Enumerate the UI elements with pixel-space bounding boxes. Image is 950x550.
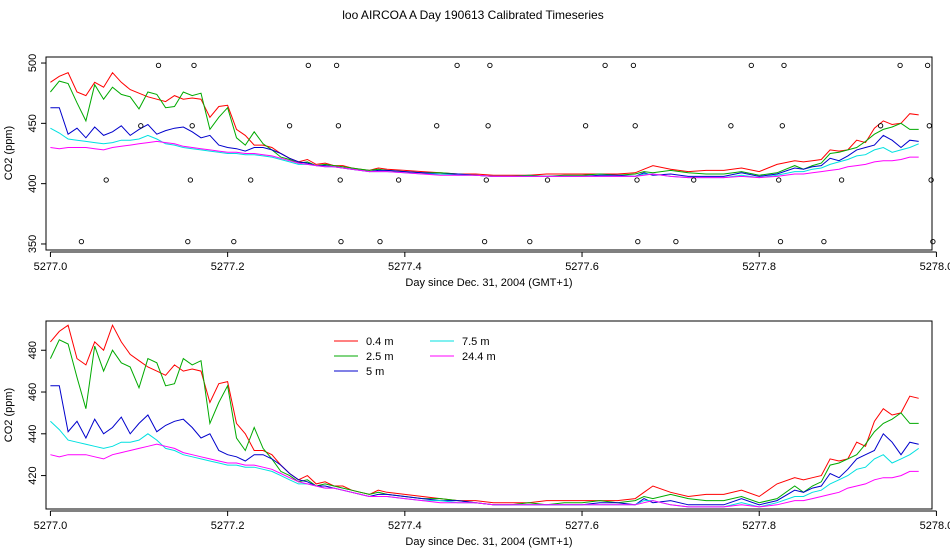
top-data-point (776, 177, 782, 183)
top-series-line-1 (50, 71, 919, 176)
bottom-series-group (49, 323, 919, 508)
bottom-x-tick-label: 5278.0 (920, 520, 950, 532)
bottom-x-tick-label: 5277.0 (34, 520, 68, 532)
top-data-point (78, 238, 85, 245)
top-series-group (50, 71, 919, 179)
top-data-point (483, 177, 489, 183)
bottom-x-axis-label: Day since Dec. 31, 2004 (GMT+1) (405, 536, 572, 548)
bottom-y-axis: 420 440 460 480 (27, 341, 46, 485)
legend: 0.4 m 2.5 m 5 m 7.5 m 24.4 m (334, 336, 496, 378)
bottom-x-tick-label: 5277.4 (388, 520, 422, 532)
top-data-point (231, 238, 237, 245)
top-data-point (602, 62, 608, 69)
bottom-y-axis-label: CO2 (ppm) (3, 388, 15, 442)
top-points-group (78, 62, 936, 245)
top-data-point (779, 123, 785, 129)
bottom-y-tick-label: 460 (27, 383, 39, 401)
top-plot-frame (45, 56, 933, 251)
bottom-y-tick-label: 480 (27, 341, 39, 359)
top-y-axis: 350 400 450 500 (27, 54, 46, 253)
top-data-point (185, 238, 191, 245)
top-x-tick-label: 5277.2 (211, 261, 245, 273)
top-series-line-5 (50, 140, 919, 179)
bottom-series-line-3 (50, 385, 919, 506)
top-data-point (337, 177, 343, 183)
figure-title: loo AIRCOA A Day 190613 Calibrated Times… (342, 8, 603, 22)
top-data-point (673, 238, 679, 245)
top-data-point (338, 238, 344, 245)
top-x-tick-label: 5277.8 (742, 261, 776, 273)
top-data-point (748, 62, 754, 69)
top-data-point (527, 238, 533, 245)
top-y-tick-label: 450 (27, 114, 39, 132)
top-data-point (897, 62, 903, 69)
top-x-tick-label: 5277.4 (388, 261, 422, 273)
top-data-point (924, 62, 931, 69)
top-data-point (485, 123, 491, 129)
top-data-point (286, 123, 293, 129)
legend-label: 7.5 m (462, 336, 490, 348)
top-x-axis: 5277.0 5277.2 5277.4 5277.6 5277.8 5278.0 (34, 251, 950, 273)
top-data-point (454, 62, 460, 69)
top-data-point (138, 123, 144, 129)
top-data-point (926, 123, 932, 129)
legend-label: 2.5 m (366, 351, 394, 363)
top-data-point (305, 62, 311, 69)
top-data-point (333, 62, 340, 69)
top-data-point (191, 62, 197, 69)
top-panel: 5277.0 5277.2 5277.4 5277.6 5277.8 5278.0 350… (3, 54, 950, 289)
top-data-point (434, 123, 440, 129)
top-data-point (248, 177, 254, 183)
top-data-point (377, 238, 383, 245)
top-x-tick-label: 5277.6 (565, 261, 599, 273)
top-data-point (928, 177, 934, 183)
bottom-plot-frame (45, 320, 933, 510)
top-data-point (189, 123, 195, 129)
bottom-y-tick-label: 440 (27, 425, 39, 443)
top-data-point (335, 123, 342, 129)
top-y-tick-label: 500 (27, 54, 39, 72)
top-data-point (728, 123, 734, 129)
top-data-point (821, 238, 827, 245)
top-data-point (781, 62, 787, 69)
top-data-point (155, 62, 162, 69)
top-data-point (103, 177, 109, 183)
bottom-y-tick-label: 420 (27, 466, 39, 484)
top-data-point (635, 238, 641, 245)
bottom-series-line-1 (50, 323, 919, 504)
top-data-point (187, 177, 194, 183)
bottom-x-axis: 5277.0 5277.2 5277.4 5277.6 5277.8 5278.0 (34, 510, 950, 532)
bottom-x-tick-label: 5277.2 (211, 520, 245, 532)
bottom-x-tick-label: 5277.6 (565, 520, 599, 532)
top-y-tick-label: 350 (27, 235, 39, 253)
top-data-point (632, 123, 638, 129)
top-x-tick-label: 5277.0 (34, 261, 68, 273)
legend-label: 5 m (366, 366, 384, 378)
legend-label: 24.4 m (462, 351, 496, 363)
top-data-point (544, 177, 551, 183)
bottom-x-tick-label: 5277.8 (742, 520, 776, 532)
top-data-point (582, 123, 589, 129)
top-x-axis-label: Day since Dec. 31, 2004 (GMT+1) (405, 277, 572, 289)
top-y-tick-label: 400 (27, 175, 39, 193)
top-data-point (481, 238, 488, 245)
bottom-panel: 5277.0 5277.2 5277.4 5277.6 5277.8 5278.0 420… (3, 320, 950, 548)
top-data-point (777, 238, 784, 245)
top-data-point (634, 177, 640, 183)
top-data-point (395, 177, 402, 183)
top-series-line-3 (50, 107, 919, 177)
top-x-tick-label: 5278.0 (920, 261, 950, 273)
top-data-point (930, 238, 936, 245)
top-data-point (630, 62, 637, 69)
top-data-point (877, 123, 884, 129)
legend-label: 0.4 m (366, 336, 394, 348)
top-data-point (487, 62, 493, 69)
top-data-point (691, 177, 697, 183)
bottom-series-line-5 (50, 443, 919, 508)
top-y-axis-label: CO2 (ppm) (3, 126, 15, 180)
top-data-point (838, 177, 845, 183)
